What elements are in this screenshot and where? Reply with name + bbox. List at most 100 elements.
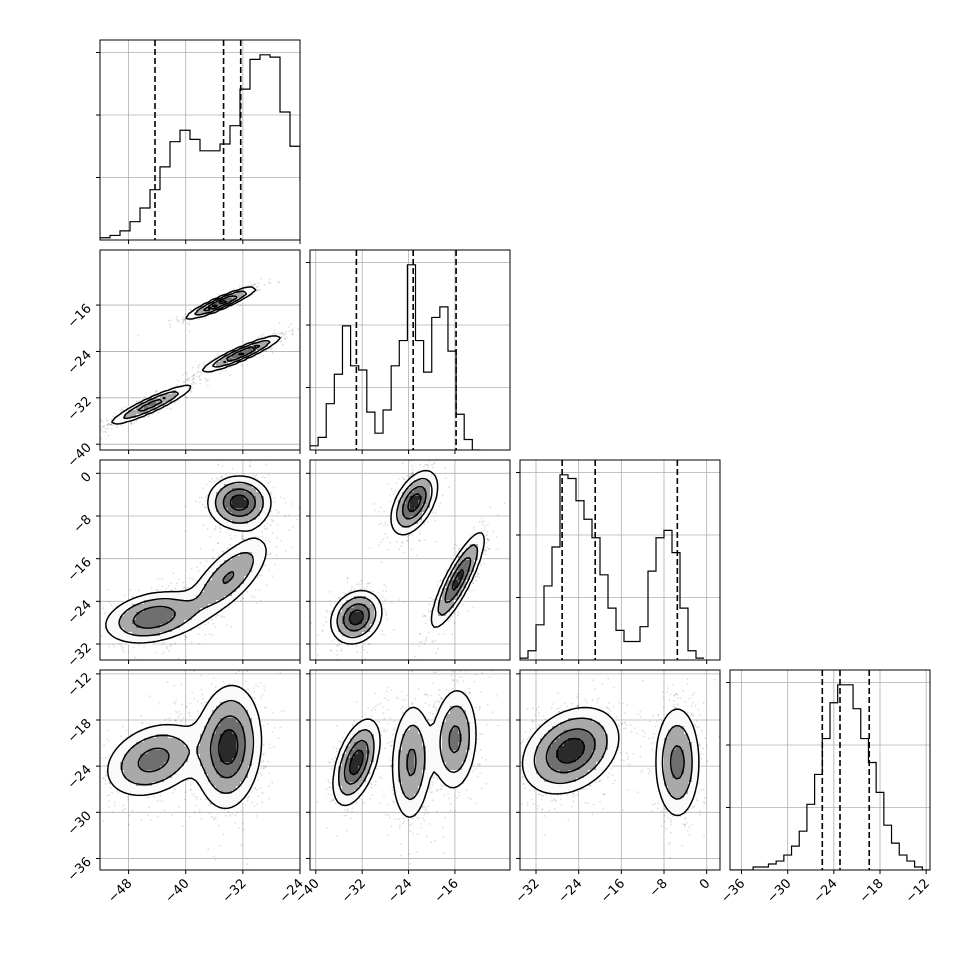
scatter-point <box>340 648 343 651</box>
scatter-point <box>100 428 102 431</box>
scatter-point <box>212 622 215 625</box>
density-cell <box>216 306 221 311</box>
scatter-point <box>406 475 408 477</box>
density-cell <box>248 580 253 585</box>
scatter-point <box>105 427 108 430</box>
scatter-point <box>274 329 276 332</box>
density-cell <box>156 608 161 613</box>
density-cell <box>180 600 185 605</box>
scatter-point <box>176 319 179 322</box>
scatter-point <box>203 565 206 568</box>
density-cell <box>184 604 189 609</box>
scatter-point <box>402 478 405 481</box>
density-cell <box>160 616 165 621</box>
density-cell <box>264 500 269 505</box>
scatter-point <box>196 371 199 374</box>
scatter-point <box>132 422 135 424</box>
density-cell <box>228 584 233 589</box>
density-cell <box>196 608 201 613</box>
scatter-point <box>132 646 135 649</box>
scatter-point <box>412 468 414 471</box>
scatter-point <box>170 643 173 646</box>
panel-frame <box>99 459 301 661</box>
density-cell <box>200 616 205 621</box>
scatter-point <box>199 547 202 550</box>
density-cell <box>232 552 237 557</box>
density-cell <box>232 508 237 513</box>
density-cell <box>144 612 149 617</box>
density-cell <box>132 410 137 415</box>
density-cell <box>200 584 205 589</box>
density-cell <box>236 548 241 553</box>
density-cell <box>252 556 257 561</box>
density-cell <box>160 394 165 399</box>
density-cell <box>256 508 261 513</box>
density-cell <box>252 508 257 513</box>
scatter-point <box>225 624 228 626</box>
scatter-point <box>346 644 349 647</box>
scatter-point <box>138 399 141 402</box>
density-cell <box>164 636 169 641</box>
scatter-point <box>194 500 197 503</box>
density-cell <box>204 612 209 617</box>
density-cell <box>240 568 245 573</box>
density-cell <box>264 504 269 509</box>
density-cell <box>196 600 201 605</box>
scatter-point <box>116 424 119 427</box>
scatter-point <box>239 304 242 307</box>
scatter-point <box>190 390 193 392</box>
density-cell <box>216 362 221 367</box>
scatter-point <box>485 534 488 536</box>
density-cell <box>252 540 257 545</box>
density-cell <box>164 608 169 613</box>
scatter-point <box>386 548 389 551</box>
scatter-point <box>382 538 385 541</box>
density-cell <box>148 608 153 613</box>
density-cell <box>224 496 229 501</box>
scatter-point <box>418 633 421 635</box>
density-cell <box>212 512 217 517</box>
density-cell <box>244 552 249 557</box>
scatter-point <box>260 335 262 337</box>
scatter-point <box>193 377 195 380</box>
scatter-point <box>64 628 66 630</box>
density-cell <box>164 628 169 633</box>
scatter-point <box>435 541 438 543</box>
density-cell <box>244 350 249 355</box>
scatter-point <box>268 541 271 543</box>
density-cell <box>124 418 129 423</box>
scatter-point <box>92 425 94 427</box>
scatter-point <box>265 350 268 353</box>
scatter-point <box>383 608 385 610</box>
scatter-point <box>427 521 429 523</box>
scatter-point <box>424 622 427 625</box>
density-cell <box>128 616 133 621</box>
hist-panel-3 <box>726 669 931 874</box>
density-cell <box>196 592 201 597</box>
density-cell <box>216 572 221 577</box>
density-cell <box>256 342 261 347</box>
density-cell <box>224 504 229 509</box>
density-cell <box>232 568 237 573</box>
scatter-point <box>411 465 414 467</box>
scatter-point <box>169 319 172 322</box>
density-cell <box>244 524 249 529</box>
density-cell <box>228 568 233 573</box>
density-cell <box>172 604 177 609</box>
scatter-point <box>386 618 388 620</box>
density-cell <box>156 592 161 597</box>
scatter-point <box>154 589 157 591</box>
scatter-point <box>212 557 215 560</box>
density-cell <box>228 476 233 481</box>
density-cell <box>108 620 113 625</box>
scatter-point <box>192 366 195 369</box>
scatter-point <box>253 596 256 599</box>
scatter-point <box>174 587 177 590</box>
density-cell <box>228 524 233 529</box>
density-cell <box>136 596 141 601</box>
scatter-point <box>231 347 234 350</box>
density-cell <box>240 520 245 525</box>
scatter-point <box>411 471 413 473</box>
scatter-point <box>291 546 294 549</box>
scatter-point <box>89 639 91 641</box>
